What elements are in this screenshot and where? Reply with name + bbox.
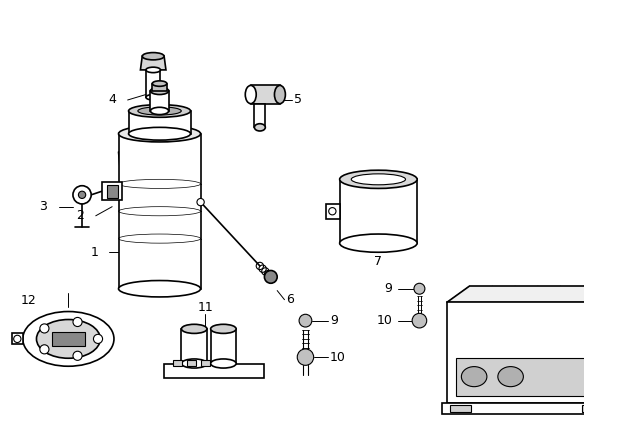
Ellipse shape — [351, 174, 406, 185]
Circle shape — [329, 207, 336, 215]
Text: 2: 2 — [76, 209, 84, 222]
Polygon shape — [200, 360, 210, 366]
Ellipse shape — [182, 359, 207, 368]
Polygon shape — [211, 329, 236, 363]
Polygon shape — [164, 364, 264, 378]
Polygon shape — [187, 360, 196, 366]
Text: 5: 5 — [294, 94, 301, 107]
Polygon shape — [152, 84, 167, 91]
Ellipse shape — [254, 124, 266, 131]
Ellipse shape — [498, 366, 524, 387]
Polygon shape — [449, 405, 472, 412]
Ellipse shape — [118, 125, 200, 142]
Circle shape — [297, 349, 314, 365]
Circle shape — [197, 198, 204, 206]
Ellipse shape — [129, 127, 191, 140]
Polygon shape — [447, 302, 606, 403]
Circle shape — [73, 318, 82, 327]
Polygon shape — [582, 405, 604, 412]
Text: 12: 12 — [20, 294, 36, 307]
Circle shape — [93, 334, 102, 344]
Circle shape — [40, 345, 49, 354]
Ellipse shape — [275, 86, 285, 103]
Polygon shape — [442, 403, 611, 414]
Text: 10: 10 — [376, 314, 392, 327]
Ellipse shape — [211, 324, 236, 333]
Ellipse shape — [461, 366, 487, 387]
Ellipse shape — [150, 107, 169, 115]
Circle shape — [73, 186, 91, 204]
Text: 10: 10 — [330, 351, 346, 364]
Ellipse shape — [142, 52, 164, 60]
Polygon shape — [173, 360, 182, 366]
Text: 9: 9 — [330, 314, 338, 327]
Polygon shape — [150, 91, 169, 111]
Circle shape — [40, 324, 49, 333]
Polygon shape — [340, 179, 417, 243]
Text: 7: 7 — [374, 255, 382, 268]
Circle shape — [264, 271, 277, 283]
Polygon shape — [182, 329, 207, 363]
Polygon shape — [102, 182, 122, 200]
Polygon shape — [326, 204, 340, 219]
Text: 9: 9 — [384, 282, 392, 295]
Polygon shape — [606, 286, 629, 403]
Text: 3: 3 — [40, 200, 47, 213]
Circle shape — [412, 313, 427, 328]
Circle shape — [414, 283, 425, 294]
Text: 6: 6 — [286, 293, 294, 306]
Ellipse shape — [340, 234, 417, 252]
Circle shape — [79, 191, 86, 198]
Ellipse shape — [245, 86, 256, 103]
Ellipse shape — [340, 170, 417, 189]
Ellipse shape — [36, 319, 100, 358]
Polygon shape — [447, 286, 629, 302]
Polygon shape — [456, 358, 597, 396]
Text: 4: 4 — [109, 94, 116, 107]
Circle shape — [299, 314, 312, 327]
Polygon shape — [140, 56, 166, 70]
Text: 0003· 277: 0003· 277 — [482, 404, 538, 414]
Polygon shape — [254, 103, 266, 127]
Ellipse shape — [129, 104, 191, 117]
Ellipse shape — [211, 359, 236, 368]
Polygon shape — [129, 111, 191, 134]
Ellipse shape — [138, 107, 181, 115]
Circle shape — [73, 351, 82, 360]
Polygon shape — [118, 134, 200, 289]
Text: 11: 11 — [197, 302, 213, 314]
Ellipse shape — [150, 87, 169, 95]
Polygon shape — [146, 70, 161, 97]
Polygon shape — [251, 86, 280, 103]
Polygon shape — [52, 332, 84, 346]
Ellipse shape — [118, 280, 200, 297]
Ellipse shape — [152, 81, 167, 86]
Ellipse shape — [146, 67, 161, 73]
Polygon shape — [107, 185, 118, 198]
Text: 1: 1 — [91, 246, 99, 259]
Ellipse shape — [182, 324, 207, 333]
Ellipse shape — [146, 95, 161, 100]
Polygon shape — [12, 333, 23, 345]
Ellipse shape — [23, 311, 114, 366]
